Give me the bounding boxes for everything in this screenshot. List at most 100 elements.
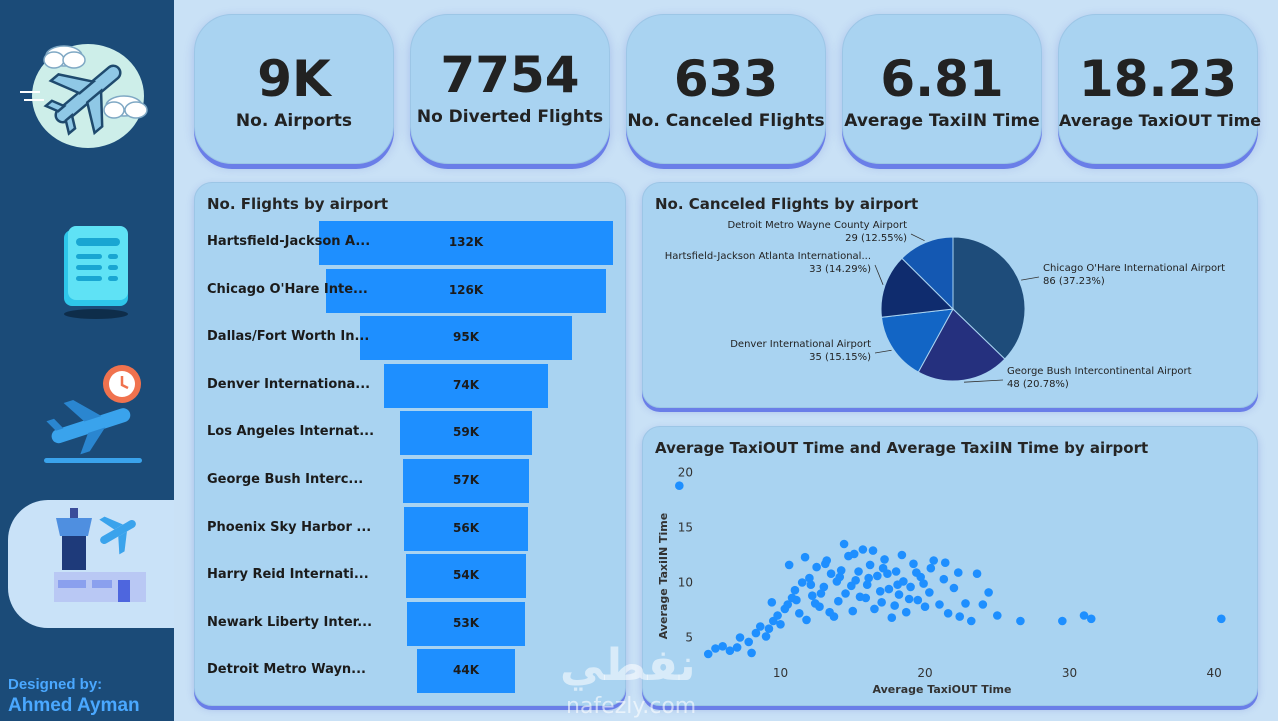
scatter-point (1058, 616, 1067, 626)
kpi-label: No Diverted Flights (416, 107, 604, 127)
pie-leader-line (964, 379, 1004, 383)
scatter-point (929, 556, 938, 565)
scatter-point (920, 602, 930, 611)
chart-title: No. Flights by airport (207, 195, 389, 213)
bar-row: Chicago O'Hare Inte... 126K (195, 268, 615, 313)
scatter-point (940, 558, 950, 567)
kpi-value: 18.23 (1078, 50, 1238, 108)
y-axis-label: Average TaxiIN Time (657, 513, 670, 639)
watermark-url: nafezly.com (566, 694, 697, 719)
pie-leader-line (910, 233, 925, 242)
scatter-point (703, 649, 713, 659)
dashboard-main: 9K No. Airports 7754 No Diverted Flights… (174, 0, 1278, 721)
scatter-point (984, 588, 993, 597)
scatter-point (972, 569, 982, 578)
pie-slice (880, 257, 955, 318)
scatter-point (887, 613, 897, 622)
kpi-label: No. Canceled Flights (627, 111, 825, 131)
scatter-point (836, 566, 846, 575)
scatter-point (875, 587, 885, 596)
scatter-point (890, 601, 899, 610)
scatter-point (797, 578, 807, 587)
scatter-point (861, 593, 871, 603)
scatter-point (783, 600, 793, 609)
bar-value-label: 56K (453, 520, 479, 535)
kpi-value: 633 (673, 50, 779, 108)
scatter-point (877, 598, 886, 607)
scatter-point (794, 609, 804, 618)
scatter-point (868, 546, 878, 555)
airplane-clouds-icon[interactable] (18, 30, 158, 150)
bar-row: Los Angeles Internat... 59K (195, 411, 615, 456)
scatter-point (806, 580, 816, 589)
scatter-point (873, 571, 882, 581)
designer-label: Designed by: (8, 676, 103, 693)
scatter-point (894, 590, 904, 599)
bar-value-label: 59K (453, 425, 479, 440)
pie-leader-line (874, 264, 884, 285)
pie-chart: Chicago O'Hare International Airport 86 (… (665, 220, 1225, 390)
y-tick-label: 20 (678, 466, 693, 480)
scatter-point (955, 612, 965, 621)
bar-value-label: 95K (453, 330, 479, 345)
kpi-value: 9K (257, 50, 331, 108)
scatter-point (949, 583, 959, 593)
bar-category-label: Harry Reid Internati... (207, 567, 369, 583)
pie-slice-value: 33 (14.29%) (809, 264, 871, 275)
kpi-value: 6.81 (880, 50, 1004, 108)
y-tick-label: 5 (685, 631, 693, 645)
scatter-point (880, 555, 889, 564)
bar-value-label: 57K (453, 473, 479, 487)
control-tower-icon[interactable] (50, 506, 146, 606)
bar-category-label: Detroit Metro Wayn... (207, 662, 366, 678)
bar-category-label: Phoenix Sky Harbor ... (207, 519, 372, 535)
scatter-point (816, 589, 826, 598)
pie-slice-value: 86 (37.23%) (1043, 276, 1105, 287)
departure-clock-icon[interactable] (42, 364, 146, 466)
pie-slice-name: Chicago O'Hare International Airport (1043, 263, 1225, 274)
kpi-label: Average TaxiOUT Time (1059, 111, 1262, 130)
y-tick-label: 10 (678, 576, 693, 590)
bar-value-label: 132K (448, 235, 484, 249)
scatter-point (891, 567, 901, 576)
pie-leader-line (1021, 276, 1040, 281)
scatter-point (825, 607, 834, 617)
bar (405, 554, 527, 599)
scatter-point (835, 572, 845, 582)
scatter-point (854, 567, 863, 576)
bar (325, 268, 607, 313)
scatter-point (773, 611, 782, 620)
scatter-point (807, 591, 817, 600)
scatter-point (784, 560, 794, 570)
bar-row: Harry Reid Internati... 54K (195, 554, 615, 599)
scatter-point (792, 595, 801, 605)
watermark-logo: نفطي (560, 640, 696, 691)
scatter-point (800, 552, 810, 562)
scatter-point (744, 637, 753, 647)
scatter-point (810, 599, 820, 608)
scatter-point (870, 604, 879, 614)
scatter-point (978, 600, 988, 609)
scatter-point (675, 481, 684, 490)
scatter-point (751, 628, 761, 638)
bar-row: Newark Liberty Inter... 53K (195, 601, 615, 646)
kpi-value: 7754 (440, 46, 580, 104)
pie-slice (880, 308, 954, 373)
scatter-point (849, 549, 859, 559)
scatter-point (735, 633, 745, 642)
scatter-point (865, 560, 875, 570)
scatter-point (732, 643, 742, 652)
scatter-point (847, 581, 856, 591)
pie-slice-name: Denver International Airport (730, 339, 871, 350)
pie-slice-name: Detroit Metro Wayne County Airport (727, 220, 907, 231)
scatter-point (747, 648, 756, 658)
scatter-point (912, 568, 921, 577)
scatter-point (884, 584, 894, 594)
scatter-plot: 10 20 30 40 5 10 15 20 Average TaxiOUT Time Avera… (657, 466, 1226, 696)
pie-slice-value: 48 (20.78%) (1007, 379, 1069, 390)
bar-row: Hartsfield-Jackson A... 132K (195, 221, 615, 265)
pie-slice-value: 29 (12.55%) (845, 233, 907, 244)
kpi-card-canceled: 633 No. Canceled Flights (626, 14, 826, 164)
document-list-icon[interactable] (60, 224, 132, 320)
kpi-card-airports: 9K No. Airports (194, 14, 394, 164)
